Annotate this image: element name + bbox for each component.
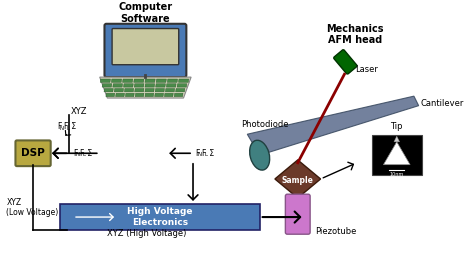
Polygon shape (126, 93, 134, 96)
FancyBboxPatch shape (16, 140, 51, 166)
FancyBboxPatch shape (372, 135, 421, 175)
Text: F: F (64, 122, 68, 131)
Polygon shape (125, 88, 134, 92)
Text: N: N (60, 126, 64, 131)
Text: N: N (198, 152, 202, 157)
Text: XYZ (High Voltage): XYZ (High Voltage) (107, 229, 187, 238)
Text: L: L (204, 152, 208, 157)
Text: Σ: Σ (69, 122, 76, 131)
FancyBboxPatch shape (285, 194, 310, 234)
Polygon shape (100, 79, 110, 82)
Text: Tip: Tip (391, 122, 403, 131)
Text: F: F (201, 149, 206, 158)
Text: Cantilever: Cantilever (420, 99, 464, 108)
Polygon shape (104, 88, 113, 92)
Text: XYZ: XYZ (71, 107, 88, 116)
Text: Σ: Σ (85, 149, 93, 158)
FancyBboxPatch shape (60, 204, 260, 230)
Text: F: F (195, 149, 199, 158)
Polygon shape (174, 93, 183, 96)
Polygon shape (394, 136, 400, 142)
Polygon shape (275, 160, 320, 198)
Polygon shape (179, 79, 189, 82)
FancyBboxPatch shape (334, 50, 357, 74)
Polygon shape (166, 84, 176, 87)
Text: 10nm: 10nm (390, 172, 404, 177)
Polygon shape (106, 93, 115, 96)
Text: XYZ
(Low Voltage): XYZ (Low Voltage) (7, 198, 59, 217)
Polygon shape (383, 142, 410, 165)
Polygon shape (135, 88, 144, 92)
Polygon shape (114, 88, 124, 92)
Text: Photodiode: Photodiode (241, 119, 288, 128)
Polygon shape (165, 88, 175, 92)
Polygon shape (113, 84, 123, 87)
Polygon shape (155, 93, 164, 96)
FancyBboxPatch shape (104, 24, 186, 77)
Text: Sample: Sample (282, 176, 314, 186)
Ellipse shape (250, 140, 270, 170)
FancyBboxPatch shape (112, 29, 179, 65)
Polygon shape (134, 84, 144, 87)
Polygon shape (176, 88, 185, 92)
Text: L: L (82, 152, 86, 157)
Text: High Voltage
Electronics: High Voltage Electronics (127, 207, 192, 227)
Text: Σ: Σ (207, 149, 215, 158)
Polygon shape (145, 88, 154, 92)
Polygon shape (145, 84, 155, 87)
Polygon shape (155, 88, 164, 92)
Text: Computer
Software: Computer Software (118, 2, 173, 24)
Polygon shape (247, 96, 419, 155)
Polygon shape (124, 84, 133, 87)
Polygon shape (156, 79, 166, 82)
Text: Mechanics
AFM head: Mechanics AFM head (326, 24, 383, 45)
Text: F: F (80, 149, 84, 158)
Text: F: F (73, 149, 77, 158)
Text: Laser: Laser (355, 65, 378, 74)
Text: N: N (76, 152, 80, 157)
Polygon shape (111, 79, 122, 82)
Polygon shape (167, 79, 178, 82)
Polygon shape (116, 93, 125, 96)
Polygon shape (100, 77, 191, 98)
Polygon shape (177, 84, 187, 87)
Text: DSP: DSP (21, 148, 45, 158)
Polygon shape (164, 93, 173, 96)
Polygon shape (102, 84, 112, 87)
Polygon shape (135, 93, 144, 96)
Polygon shape (155, 84, 165, 87)
Polygon shape (134, 79, 144, 82)
Text: F: F (57, 122, 61, 131)
Polygon shape (145, 93, 154, 96)
Text: L: L (66, 126, 69, 131)
Polygon shape (145, 79, 155, 82)
Text: Piezotube: Piezotube (315, 227, 356, 236)
Polygon shape (123, 79, 133, 82)
